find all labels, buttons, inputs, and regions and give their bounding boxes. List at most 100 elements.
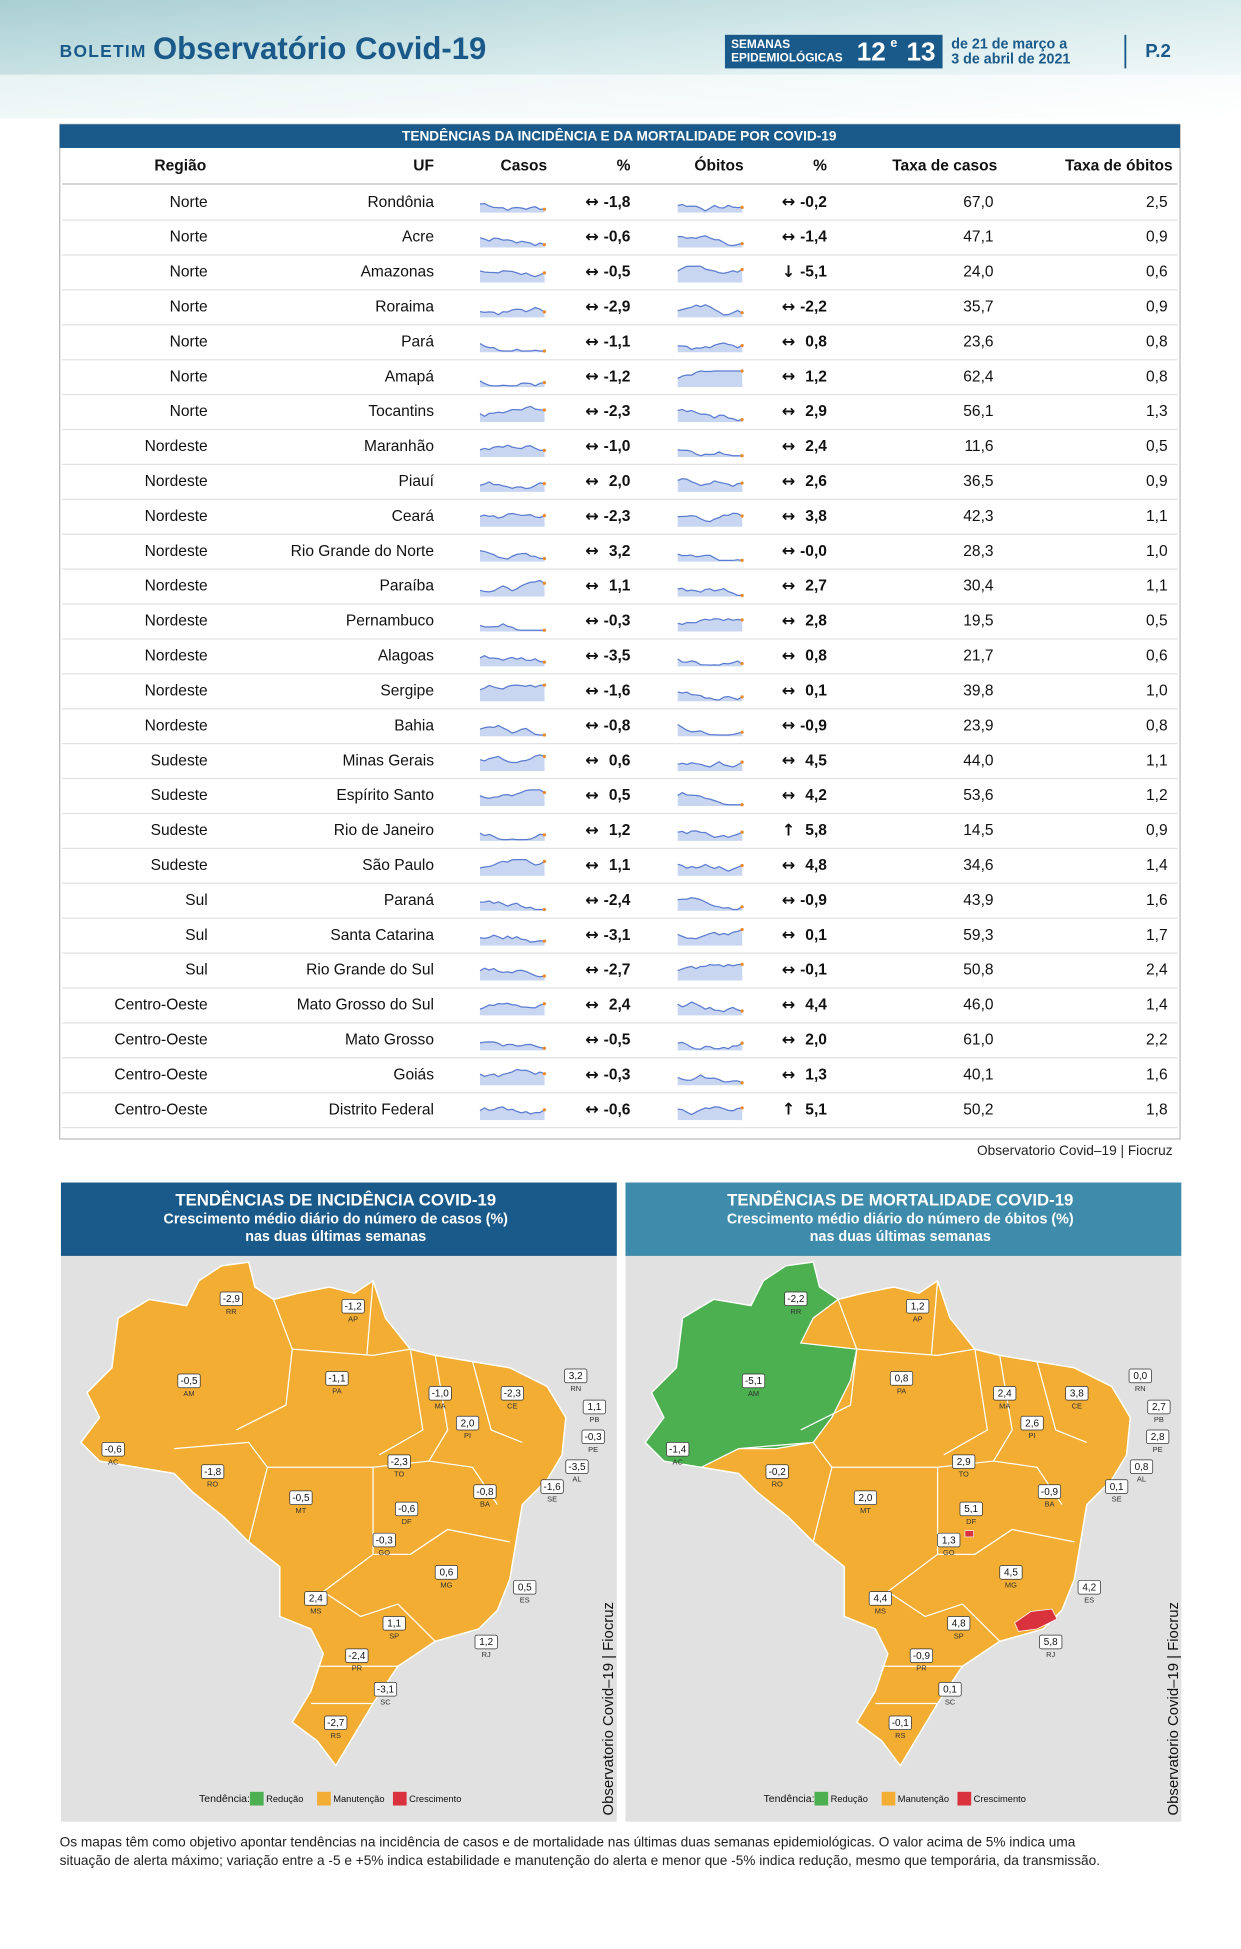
deaths-pct: 3,8 <box>805 508 827 525</box>
state-value: 4,8 <box>952 1619 966 1630</box>
table-title: TENDÊNCIAS DA INCIDÊNCIA E DA MORTALIDAD… <box>402 128 837 143</box>
sparkline-end <box>542 790 547 795</box>
state-value: 5,8 <box>1044 1637 1058 1648</box>
state-value: -0,3 <box>376 1535 394 1546</box>
state-value-box <box>341 1299 365 1314</box>
deaths-trend: ↔ <box>782 367 796 386</box>
sparkline-end <box>740 481 744 485</box>
cases-pct: -1,6 <box>604 682 631 699</box>
sparkline-area <box>479 307 545 318</box>
deaths-trend: ↔ <box>782 437 796 456</box>
state-value-box <box>909 1648 933 1663</box>
sparkline <box>677 658 743 666</box>
state-value-box <box>1039 1634 1063 1650</box>
cases-pct: 2,4 <box>609 997 631 1014</box>
sparkline-end <box>740 905 744 909</box>
state-code: DF <box>966 1517 976 1526</box>
state-code: MT <box>860 1506 871 1515</box>
sparkline-end <box>740 205 744 209</box>
deaths-pct: 2,7 <box>805 578 827 595</box>
sparkline-end <box>740 1009 744 1013</box>
sparkline-end <box>542 408 547 412</box>
sparkline-area <box>677 370 743 388</box>
state-code: RO <box>772 1480 783 1489</box>
state-value: -1,8 <box>204 1467 222 1478</box>
sparkline-area <box>677 692 743 702</box>
sparkline <box>677 512 743 523</box>
deaths-trend: ↔ <box>782 192 796 211</box>
state-value-box <box>947 1616 971 1631</box>
cases-pct: -2,7 <box>604 962 631 979</box>
sparkline-end <box>542 1108 547 1112</box>
state-border <box>174 1441 269 1543</box>
state-rj <box>1014 1608 1058 1632</box>
death-rate: 1,6 <box>1146 892 1168 909</box>
state-value-box <box>177 1373 201 1389</box>
sparkline-end <box>740 558 744 563</box>
deaths-trend: ↔ <box>782 1030 796 1049</box>
cases-pct: -0,5 <box>604 264 631 281</box>
sparkline-end <box>542 349 547 353</box>
region: Centro-Oeste <box>114 1031 207 1048</box>
column-header: Taxa de óbitos <box>1065 158 1173 175</box>
sparkline-area <box>677 830 743 841</box>
state-code: PA <box>897 1386 906 1395</box>
state-value-box <box>888 1715 912 1731</box>
sparkline-end <box>740 267 744 272</box>
state-code: AP <box>348 1314 358 1323</box>
death-rate: 1,4 <box>1146 997 1168 1014</box>
uf: Amazonas <box>361 264 435 281</box>
legend-label: Tendência: <box>199 1793 250 1805</box>
deaths-pct: 2,6 <box>805 473 827 490</box>
state-value-box <box>937 1532 961 1548</box>
legend-item: Manutenção <box>333 1794 384 1804</box>
state-value: -0,3 <box>585 1432 603 1443</box>
state-border <box>887 1591 1001 1642</box>
state-border <box>428 1355 449 1462</box>
sparkline-end <box>740 417 744 422</box>
case-rate: 40,1 <box>963 1066 993 1083</box>
sparkline-area <box>479 445 545 457</box>
sparkline-area <box>479 789 545 806</box>
sparkline-area <box>479 380 545 388</box>
sparkline-end <box>542 1046 547 1050</box>
sparkline-area <box>479 935 545 946</box>
deaths-pct: -2,2 <box>800 299 827 316</box>
sparkline <box>479 444 545 451</box>
case-rate: 21,7 <box>963 648 993 665</box>
page-number: P.2 <box>1145 40 1171 61</box>
state-code: AM <box>748 1389 759 1398</box>
death-rate: 1,0 <box>1146 682 1168 699</box>
sparkline-end <box>542 939 547 943</box>
deaths-trend: ↔ <box>782 402 796 421</box>
deaths-pct: 1,2 <box>805 368 827 385</box>
deaths-pct: -0,9 <box>800 717 827 734</box>
sparkline <box>677 761 743 768</box>
region: Sudeste <box>151 752 208 769</box>
death-rate: 0,8 <box>1146 368 1168 385</box>
deaths-pct: -5,1 <box>800 264 827 281</box>
state-value-box <box>999 1565 1023 1580</box>
sparkline-end <box>740 1041 744 1045</box>
uf: Sergipe <box>380 682 434 699</box>
sparkline-area <box>479 343 545 353</box>
state-code: AM <box>183 1389 194 1398</box>
sparkline <box>479 550 545 560</box>
state-code: TO <box>959 1470 969 1479</box>
state-value: 0,6 <box>440 1568 454 1579</box>
sparkline <box>677 691 743 701</box>
deaths-pct: 5,8 <box>805 822 827 839</box>
state-code: SC <box>380 1697 391 1706</box>
brazil-map <box>80 1261 567 1767</box>
state-value-box <box>765 1464 789 1479</box>
region: Sul <box>185 892 207 909</box>
deaths-pct: -0,2 <box>800 194 827 211</box>
state-code: RJ <box>482 1650 491 1659</box>
state-value-box <box>289 1490 313 1505</box>
sparkline-end <box>542 660 547 664</box>
case-rate: 67,0 <box>963 194 994 211</box>
state-value: 0,1 <box>1110 1482 1124 1493</box>
state-value-box <box>1105 1479 1129 1494</box>
state-code: PE <box>588 1445 598 1454</box>
state-value: 0,5 <box>518 1583 532 1594</box>
